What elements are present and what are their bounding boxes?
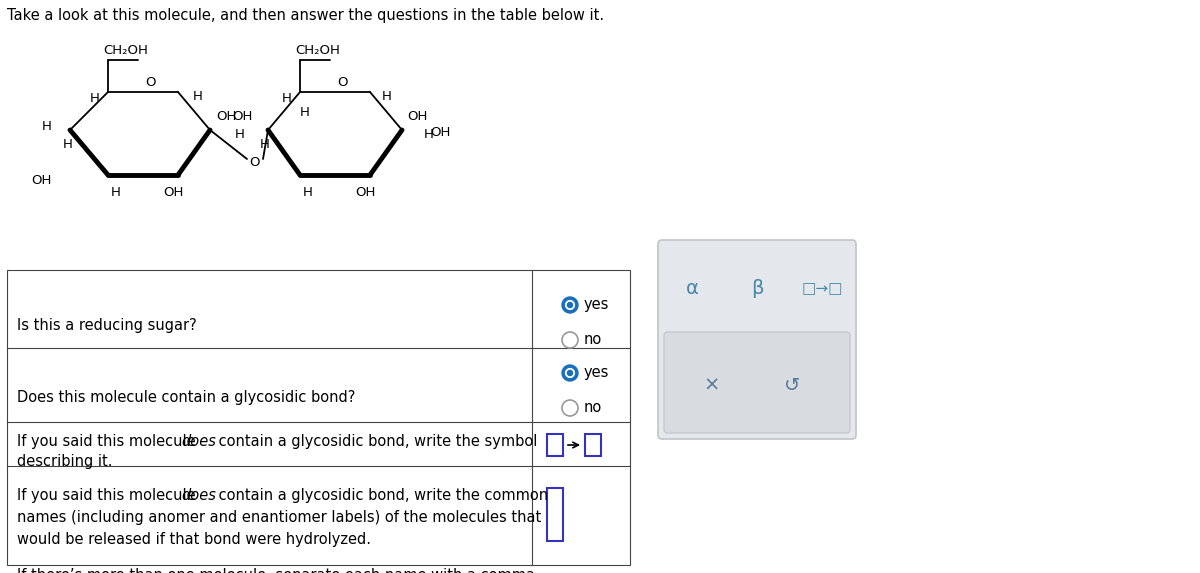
Text: OH: OH bbox=[233, 109, 253, 123]
Text: H: H bbox=[42, 120, 52, 132]
Text: does: does bbox=[181, 434, 216, 449]
Text: CH₂OH: CH₂OH bbox=[103, 44, 149, 57]
Text: contain a glycosidic bond, write the symbol: contain a glycosidic bond, write the sym… bbox=[214, 434, 538, 449]
Text: OH: OH bbox=[163, 186, 184, 199]
Bar bbox=[7, 270, 630, 565]
Text: α: α bbox=[685, 280, 698, 299]
Text: O: O bbox=[337, 77, 348, 89]
Circle shape bbox=[565, 301, 575, 309]
Text: yes: yes bbox=[584, 366, 610, 380]
Circle shape bbox=[562, 297, 578, 313]
Text: OH: OH bbox=[430, 127, 450, 139]
Text: H: H bbox=[260, 138, 270, 151]
Text: OH: OH bbox=[355, 186, 376, 199]
Text: H: H bbox=[112, 186, 121, 199]
Text: describing it.: describing it. bbox=[17, 454, 113, 469]
Text: Is this a reducing sugar?: Is this a reducing sugar? bbox=[17, 318, 197, 333]
Text: does: does bbox=[181, 488, 216, 503]
Text: β: β bbox=[751, 280, 763, 299]
Text: H: H bbox=[282, 92, 292, 104]
Text: □→□: □→□ bbox=[802, 281, 842, 296]
Text: ↺: ↺ bbox=[784, 375, 800, 394]
Text: would be released if that bond were hydrolyzed.: would be released if that bond were hydr… bbox=[17, 532, 371, 547]
Circle shape bbox=[562, 365, 578, 381]
Bar bbox=[547, 434, 563, 456]
Circle shape bbox=[568, 370, 572, 375]
Text: no: no bbox=[584, 332, 602, 347]
Text: H: H bbox=[300, 105, 310, 119]
Text: OH: OH bbox=[31, 174, 52, 186]
FancyBboxPatch shape bbox=[664, 332, 850, 433]
Text: If you said this molecule: If you said this molecule bbox=[17, 488, 200, 503]
FancyBboxPatch shape bbox=[658, 240, 856, 439]
Text: H: H bbox=[235, 128, 245, 142]
Text: O: O bbox=[250, 156, 260, 170]
Text: H: H bbox=[193, 91, 203, 104]
Bar bbox=[586, 434, 601, 456]
Bar bbox=[547, 488, 563, 541]
Circle shape bbox=[565, 368, 575, 378]
Text: If you said this molecule: If you said this molecule bbox=[17, 434, 200, 449]
Text: H: H bbox=[424, 128, 434, 140]
Text: contain a glycosidic bond, write the common: contain a glycosidic bond, write the com… bbox=[214, 488, 548, 503]
Circle shape bbox=[568, 303, 572, 308]
Text: H: H bbox=[304, 186, 313, 199]
Text: If there’s more than one molecule, separate each name with a comma.: If there’s more than one molecule, separ… bbox=[17, 568, 540, 573]
Text: O: O bbox=[145, 77, 156, 89]
Text: H: H bbox=[64, 139, 73, 151]
Text: OH: OH bbox=[216, 109, 236, 123]
Text: yes: yes bbox=[584, 297, 610, 312]
Text: ×: × bbox=[704, 375, 720, 394]
Text: H: H bbox=[90, 92, 100, 104]
Text: CH₂OH: CH₂OH bbox=[295, 44, 341, 57]
Text: Does this molecule contain a glycosidic bond?: Does this molecule contain a glycosidic … bbox=[17, 390, 355, 405]
Text: names (including anomer and enantiomer labels) of the molecules that: names (including anomer and enantiomer l… bbox=[17, 510, 541, 525]
Text: H: H bbox=[382, 91, 392, 104]
Text: OH: OH bbox=[407, 109, 427, 123]
Text: Take a look at this molecule, and then answer the questions in the table below i: Take a look at this molecule, and then a… bbox=[7, 8, 604, 23]
Text: no: no bbox=[584, 401, 602, 415]
